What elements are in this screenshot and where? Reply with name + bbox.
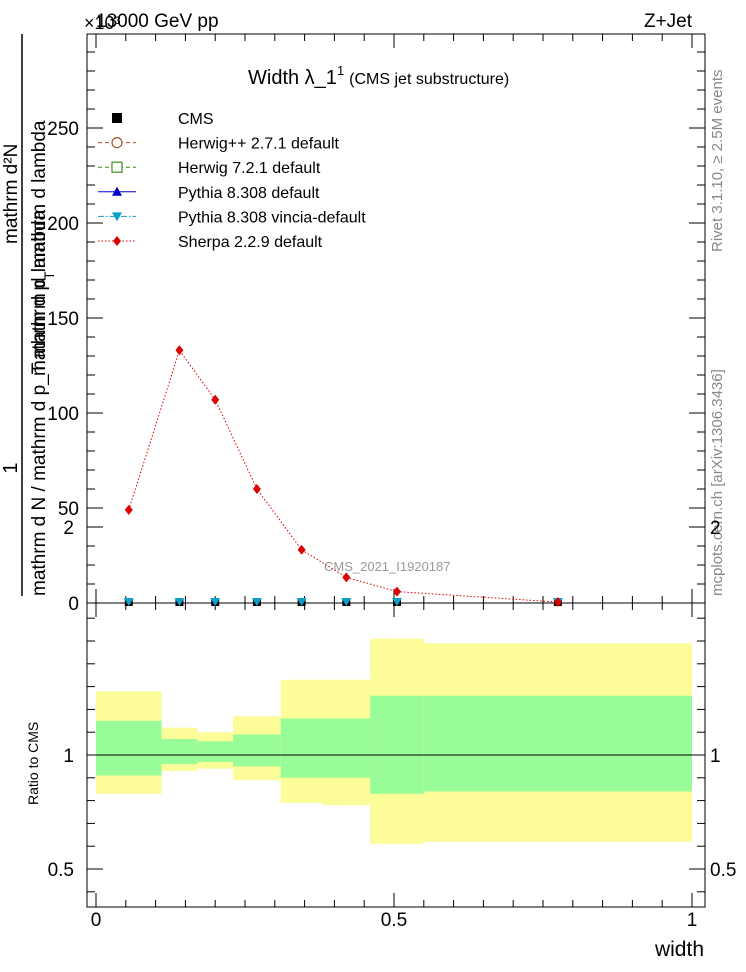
ratio-ytick-label: 2 — [63, 518, 74, 539]
plot-subtitle: (CMS jet substructure) — [349, 71, 509, 88]
sherpa-point — [342, 572, 351, 583]
legend-label: Sherpa 2.2.9 default — [178, 234, 323, 251]
main-ytick-label: 100 — [47, 404, 79, 425]
rivet-label: Rivet 3.1.10, ≥ 2.5M events — [709, 70, 726, 253]
ratio-inner-band — [280, 718, 323, 778]
sherpa-point — [124, 504, 133, 515]
sherpa-point — [392, 586, 401, 597]
ratio-inner-band — [370, 695, 424, 794]
main-series — [123, 345, 563, 608]
ratio-inner-band — [233, 734, 281, 767]
plot-title-main: Width λ_1 — [248, 67, 337, 89]
ratio-bands — [87, 638, 705, 844]
legend-label: Pythia 8.308 default — [178, 185, 320, 202]
xtick-label: 0.5 — [381, 910, 407, 931]
plot-title: Width λ_11 (CMS jet substructure) — [248, 63, 509, 89]
ratio-axes: 0.5 0.5 1 1 2 2 0 0.5 1 — [48, 34, 736, 931]
legend-marker — [111, 137, 123, 149]
main-ytick-label: 0 — [68, 594, 79, 615]
sherpa-point — [175, 345, 184, 356]
legend-marker — [112, 113, 122, 123]
main-ytick-label: 250 — [47, 119, 79, 140]
ylabel-denominator: mathrm d N / mathrm d p_T mathrm d lambd… — [29, 209, 50, 596]
legend-label: Herwig++ 2.7.1 default — [178, 136, 340, 153]
main-ytick-label: 50 — [58, 499, 79, 520]
ratio-ytick-label: 1 — [710, 746, 721, 767]
legend-label: Pythia 8.308 vincia-default — [178, 209, 366, 226]
ratio-inner-band — [161, 739, 198, 765]
legend-label: Herwig 7.2.1 default — [178, 160, 321, 177]
sherpa-point — [252, 484, 261, 494]
sherpa-point — [297, 544, 306, 555]
legend-marker — [112, 212, 122, 222]
sherpa-point — [211, 394, 220, 405]
vincia-point — [391, 598, 402, 606]
mcplots-label: mcplots.cern.ch [arXiv:1306.3436] — [709, 369, 726, 596]
ratio-inner-band — [197, 741, 234, 762]
ylabel-dlambda: mathrm d lambda — [29, 120, 50, 268]
legend-marker — [113, 236, 121, 246]
sherpa-point — [553, 597, 562, 608]
ratio-ytick-label: 0.5 — [710, 860, 736, 881]
main-ytick-label: 200 — [47, 214, 79, 235]
vincia-point — [210, 598, 221, 606]
ylabel-inner-fraction-top: mathrm d²N — [1, 144, 22, 244]
ratio-inner-band — [423, 695, 692, 792]
ratio-ytick-label: 0.5 — [48, 860, 74, 881]
vincia-point — [296, 598, 307, 606]
ylabel-subscript-t: T — [41, 271, 57, 280]
vincia-point — [174, 598, 185, 606]
energy-label: 13000 GeV pp — [96, 11, 219, 32]
plot-title-superscript: 1 — [337, 63, 344, 78]
ratio-ylabel: Ratio to CMS — [25, 722, 41, 805]
xtick-label: 1 — [687, 910, 698, 931]
xtick-label: 0 — [91, 910, 102, 931]
vincia-point — [123, 598, 134, 606]
process-label: Z+Jet — [644, 11, 693, 32]
legend: CMS Herwig++ 2.7.1 default Herwig 7.2.1 de… — [98, 111, 366, 251]
ratio-ytick-label: 2 — [710, 518, 721, 539]
ratio-inner-band — [322, 718, 371, 778]
ratio-ytick-label: 1 — [63, 746, 74, 767]
main-axes: 0 50 100 150 200 250 — [47, 51, 705, 615]
exponent-label: ×10³ — [84, 13, 121, 33]
ylabel-inner-fraction-bottom: mathrm d pTmathrm d lambda — [29, 120, 57, 376]
xlabel: width — [654, 938, 704, 961]
main-ytick-label: 150 — [47, 309, 79, 330]
ratio-inner-band — [96, 720, 162, 776]
ylabel-numerator: 1 — [0, 462, 22, 473]
analysis-label: CMS_2021_I1920187 — [324, 559, 451, 574]
legend-label: CMS — [178, 111, 214, 128]
legend-marker — [111, 161, 123, 173]
ylabel-dp: mathrm d p — [29, 280, 50, 376]
sherpa-line — [128, 349, 558, 603]
vincia-point — [341, 598, 352, 606]
legend-marker — [112, 186, 122, 196]
vincia-point — [251, 598, 262, 606]
